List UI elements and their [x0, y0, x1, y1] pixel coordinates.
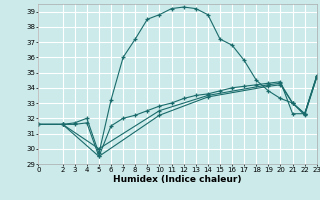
X-axis label: Humidex (Indice chaleur): Humidex (Indice chaleur)	[113, 175, 242, 184]
